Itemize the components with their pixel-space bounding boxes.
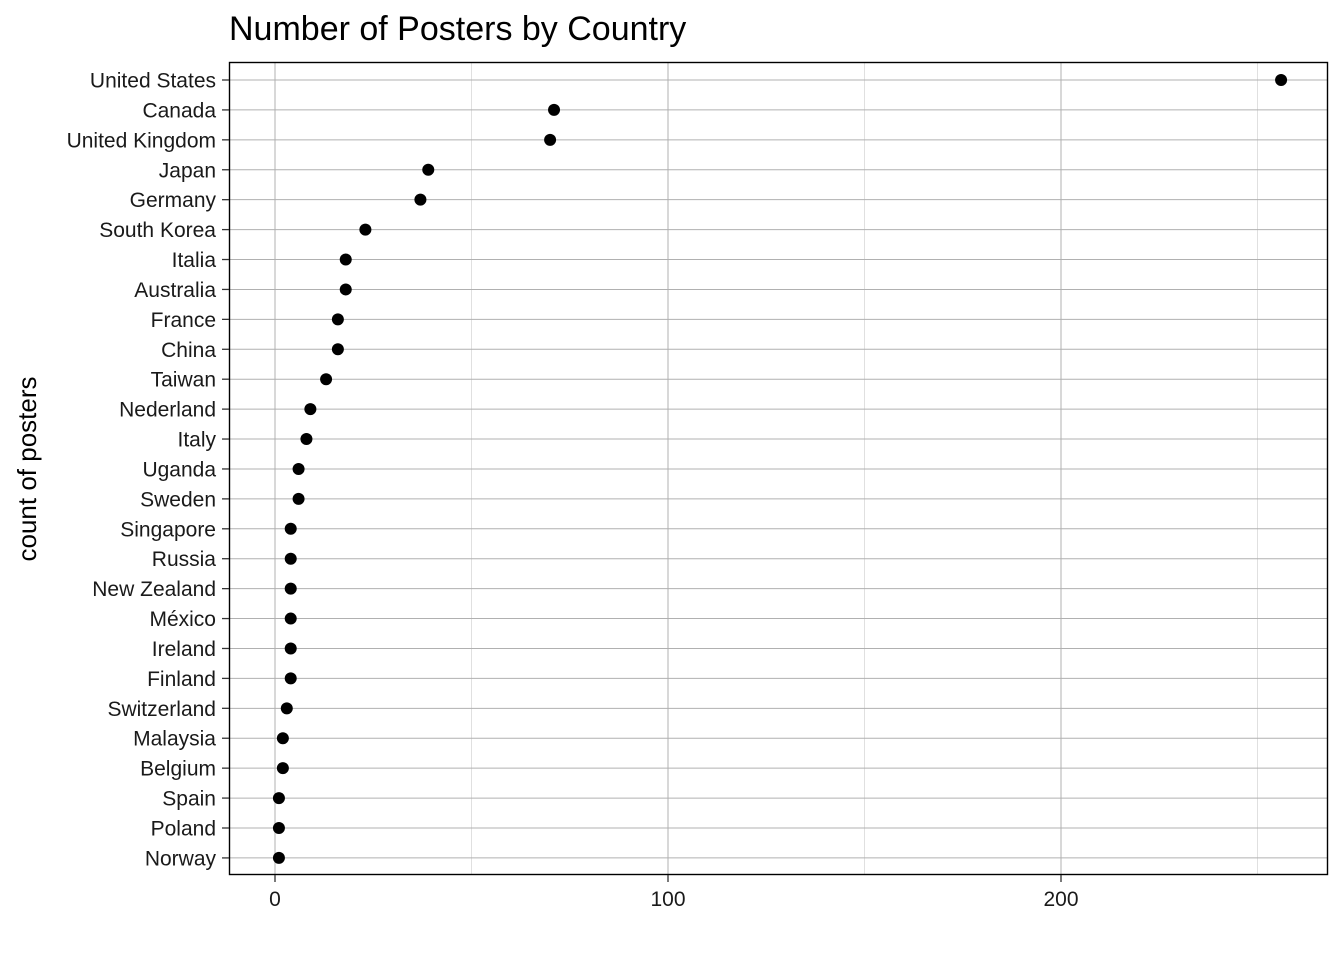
data-points bbox=[272, 74, 1288, 864]
category-label: Italia bbox=[172, 249, 217, 272]
x-axis: 0 100 200 bbox=[269, 875, 1079, 911]
data-point bbox=[331, 343, 344, 356]
category-label: Australia bbox=[134, 279, 216, 302]
category-label: Italy bbox=[177, 429, 216, 452]
category-label: South Korea bbox=[99, 219, 216, 242]
x-tick-label: 100 bbox=[650, 888, 685, 911]
category-label: Sweden bbox=[140, 488, 216, 511]
data-point bbox=[359, 223, 372, 236]
data-point bbox=[272, 851, 285, 864]
category-label: Nederland bbox=[119, 399, 216, 422]
category-label: Norway bbox=[145, 847, 217, 870]
category-label: United States bbox=[90, 70, 216, 93]
data-point bbox=[284, 642, 297, 655]
data-point bbox=[276, 732, 289, 745]
plot-panel bbox=[228, 61, 1329, 876]
data-point bbox=[284, 552, 297, 565]
category-label: Canada bbox=[142, 99, 216, 122]
category-label: México bbox=[149, 608, 216, 631]
data-point bbox=[304, 403, 317, 416]
data-point bbox=[272, 792, 285, 805]
data-point bbox=[292, 462, 305, 475]
data-point bbox=[284, 522, 297, 535]
category-label: Singapore bbox=[120, 518, 216, 541]
data-point bbox=[544, 133, 557, 146]
data-point bbox=[272, 822, 285, 834]
y-axis-label: count of posters bbox=[12, 377, 42, 562]
category-label: Spain bbox=[162, 788, 216, 811]
data-point bbox=[284, 582, 297, 595]
category-label: Uganda bbox=[142, 458, 216, 481]
category-label: United Kingdom bbox=[67, 129, 216, 152]
chart-title: Number of Posters by Country bbox=[229, 10, 686, 48]
x-tick-label: 200 bbox=[1043, 888, 1078, 911]
data-point bbox=[284, 612, 297, 625]
category-label: Ireland bbox=[152, 638, 216, 661]
category-label: New Zealand bbox=[92, 578, 216, 601]
data-point bbox=[331, 313, 344, 326]
data-point bbox=[276, 762, 289, 775]
category-label: Poland bbox=[151, 818, 216, 841]
category-label: China bbox=[161, 339, 216, 362]
data-point bbox=[284, 672, 297, 685]
category-label: Russia bbox=[152, 548, 217, 571]
category-label: Japan bbox=[159, 159, 216, 182]
category-label: Germany bbox=[130, 189, 217, 212]
y-axis: United States Canada United Kingdom Japan Ge… bbox=[67, 70, 229, 870]
category-label: Belgium bbox=[140, 758, 216, 781]
data-point bbox=[1275, 74, 1288, 86]
data-point bbox=[422, 163, 435, 176]
data-point bbox=[414, 193, 427, 206]
x-tick-label: 0 bbox=[269, 888, 281, 911]
category-label: Taiwan bbox=[151, 369, 216, 392]
data-point bbox=[339, 253, 352, 266]
data-point bbox=[320, 373, 333, 386]
data-point bbox=[548, 103, 561, 116]
category-label: France bbox=[151, 309, 216, 332]
category-label: Switzerland bbox=[107, 698, 216, 721]
category-label: Malaysia bbox=[133, 728, 216, 751]
data-point bbox=[339, 283, 352, 296]
data-point bbox=[280, 702, 293, 715]
major-gridlines bbox=[229, 62, 1328, 875]
data-point bbox=[300, 433, 313, 446]
category-label: Finland bbox=[147, 668, 216, 691]
data-point bbox=[292, 492, 305, 505]
